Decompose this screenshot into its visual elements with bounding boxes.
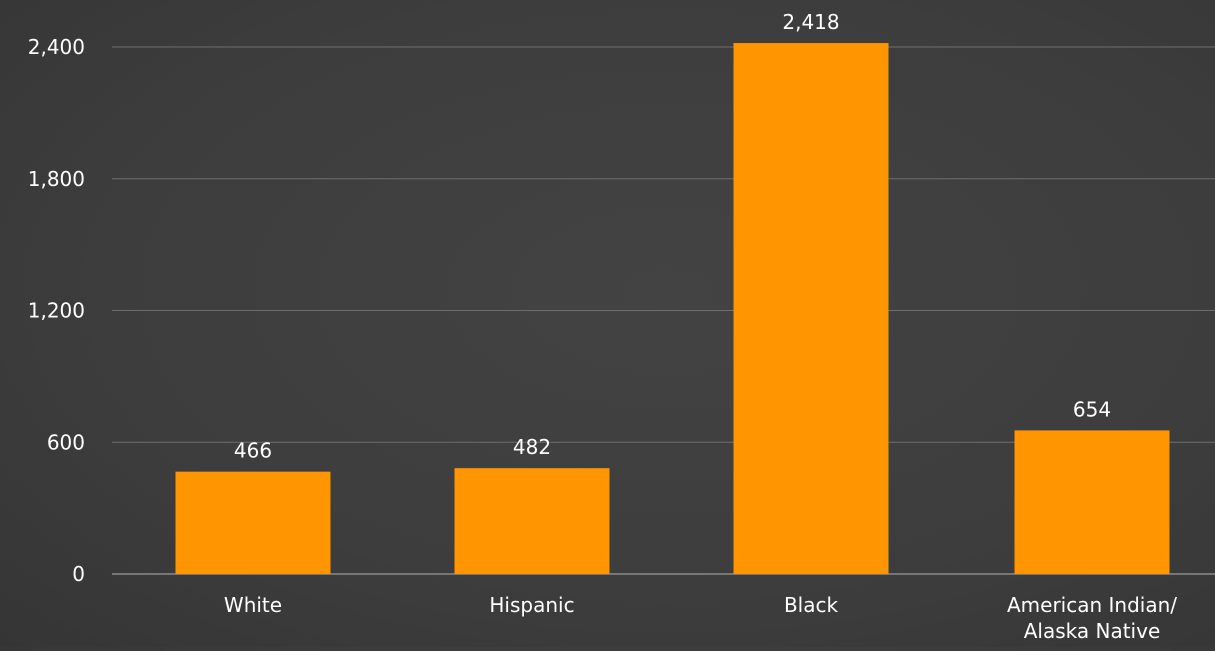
bar-value-label: 482: [513, 435, 551, 459]
y-tick-label: 2,400: [28, 35, 85, 59]
bar-value-label: 2,418: [782, 10, 839, 34]
category-label: Black: [784, 593, 839, 617]
category-label: White: [224, 593, 282, 617]
bar-value-label: 466: [234, 439, 272, 463]
x-axis-categories: White Hispanic Black American Indian/Alaska…: [224, 593, 1177, 643]
bar: [733, 43, 889, 575]
category-label-line: Hispanic: [489, 593, 574, 617]
y-tick-label: 1,200: [28, 299, 85, 323]
category-label: Hispanic: [489, 593, 574, 617]
data-labels: 466 482 2,418 654: [234, 10, 1111, 463]
category-label-line: White: [224, 593, 282, 617]
category-label: American Indian/Alaska Native: [1007, 593, 1177, 643]
bars: [175, 43, 1170, 575]
category-label-line: American Indian/: [1007, 593, 1177, 617]
y-tick-label: 600: [47, 430, 85, 454]
y-axis-ticks: 0 600 1,200 1,800 2,400: [28, 35, 85, 586]
bar: [1014, 430, 1170, 574]
category-label-line: Alaska Native: [1024, 619, 1161, 643]
y-tick-label: 0: [72, 562, 85, 586]
category-label-line: Black: [784, 593, 839, 617]
y-tick-label: 1,800: [28, 167, 85, 191]
bar-value-label: 654: [1073, 397, 1111, 421]
bar: [454, 468, 610, 574]
bar: [175, 471, 331, 574]
